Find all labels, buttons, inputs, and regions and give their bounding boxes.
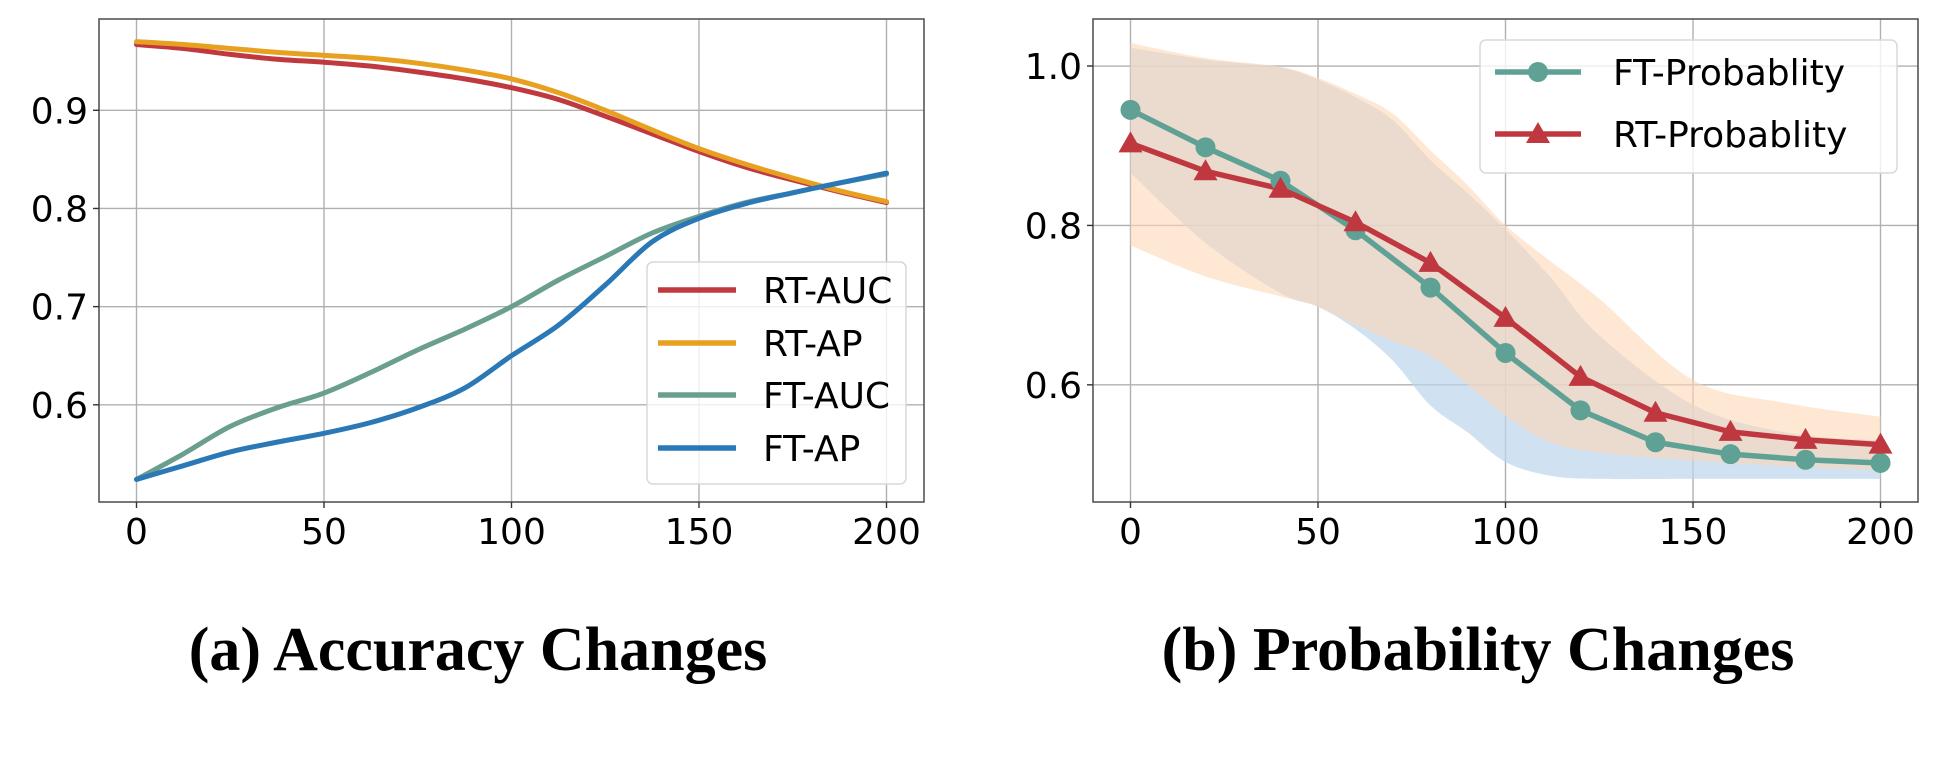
x-tick-label: 200 bbox=[852, 512, 921, 553]
data-point-circle bbox=[1720, 444, 1741, 465]
data-point-triangle bbox=[1493, 305, 1518, 327]
data-point-triangle bbox=[1793, 427, 1818, 449]
probability-bands bbox=[1130, 42, 1881, 480]
accuracy-ticks: 0 50 100 150 200 0.6 0.7 0.8 0.9 bbox=[31, 91, 921, 553]
data-point-triangle bbox=[1868, 432, 1893, 454]
y-tick-label: 0.8 bbox=[31, 189, 88, 230]
legend-label: RT-Probablity bbox=[1613, 115, 1847, 156]
legend-label: FT-Probablity bbox=[1613, 53, 1845, 94]
data-point-triangle bbox=[1643, 400, 1668, 422]
series-line-ft-ap bbox=[134, 170, 889, 482]
legend-label: RT-AP bbox=[763, 324, 863, 365]
data-point-circle bbox=[1870, 452, 1891, 473]
legend-label: FT-AP bbox=[763, 429, 860, 470]
y-tick-label: 0.7 bbox=[31, 288, 88, 329]
legend-marker-triangle bbox=[1526, 122, 1550, 143]
x-tick-label: 150 bbox=[1659, 512, 1728, 553]
x-tick-label: 50 bbox=[1295, 512, 1341, 553]
series-line-rt-ap bbox=[134, 39, 889, 205]
legend-box bbox=[1479, 39, 1898, 174]
y-tick-label: 0.8 bbox=[1025, 206, 1082, 247]
probability-chart: 0 50 100 150 200 0.6 0.8 1.0 FT-Probablity RT-Pr… bbox=[1025, 18, 1919, 684]
accuracy-caption: (a) Accuracy Changes bbox=[189, 616, 768, 684]
legend-label: RT-AUC bbox=[763, 271, 892, 312]
x-tick-label: 150 bbox=[665, 512, 734, 553]
legend-box bbox=[646, 261, 907, 485]
accuracy-chart: 0 50 100 150 200 0.6 0.7 0.8 0.9 RT-AUC RT-AP FT-A… bbox=[31, 18, 925, 684]
series-line-rt-auc bbox=[134, 42, 889, 206]
data-point-circle bbox=[1795, 449, 1816, 470]
x-tick-label: 200 bbox=[1846, 512, 1915, 553]
data-point-circle bbox=[1570, 400, 1591, 421]
data-point-circle bbox=[1195, 137, 1216, 158]
legend-marker-circle bbox=[1528, 62, 1548, 82]
data-point-circle bbox=[1120, 99, 1141, 120]
data-point-triangle bbox=[1568, 364, 1593, 386]
x-tick-label: 0 bbox=[1119, 512, 1142, 553]
data-point-circle bbox=[1645, 432, 1666, 453]
data-point-triangle bbox=[1343, 210, 1368, 232]
y-tick-label: 0.6 bbox=[1025, 366, 1082, 407]
legend-label: FT-AUC bbox=[763, 376, 890, 417]
y-tick-label: 0.6 bbox=[31, 386, 88, 427]
data-point-triangle bbox=[1718, 419, 1743, 441]
x-tick-label: 100 bbox=[477, 512, 546, 553]
data-point-triangle bbox=[1268, 176, 1293, 198]
data-point-triangle bbox=[1118, 131, 1143, 153]
x-tick-label: 0 bbox=[125, 512, 148, 553]
probability-ticks: 0 50 100 150 200 0.6 0.8 1.0 bbox=[1025, 47, 1915, 553]
y-tick-label: 1.0 bbox=[1025, 47, 1082, 88]
probability-legend: FT-Probablity RT-Probablity bbox=[1479, 39, 1898, 174]
data-point-circle bbox=[1495, 342, 1516, 363]
confidence-band-rt-probablity bbox=[1130, 42, 1881, 471]
data-point-triangle bbox=[1418, 250, 1443, 272]
data-point-triangle bbox=[1193, 159, 1218, 181]
probability-caption: (b) Probability Changes bbox=[1162, 616, 1795, 684]
accuracy-lines bbox=[134, 39, 889, 482]
probability-markers bbox=[1118, 99, 1893, 473]
x-tick-label: 50 bbox=[301, 512, 347, 553]
accuracy-legend: RT-AUC RT-AP FT-AUC FT-AP bbox=[646, 261, 907, 485]
y-tick-label: 0.9 bbox=[31, 91, 88, 132]
x-tick-label: 100 bbox=[1471, 512, 1540, 553]
data-point-circle bbox=[1420, 277, 1441, 298]
